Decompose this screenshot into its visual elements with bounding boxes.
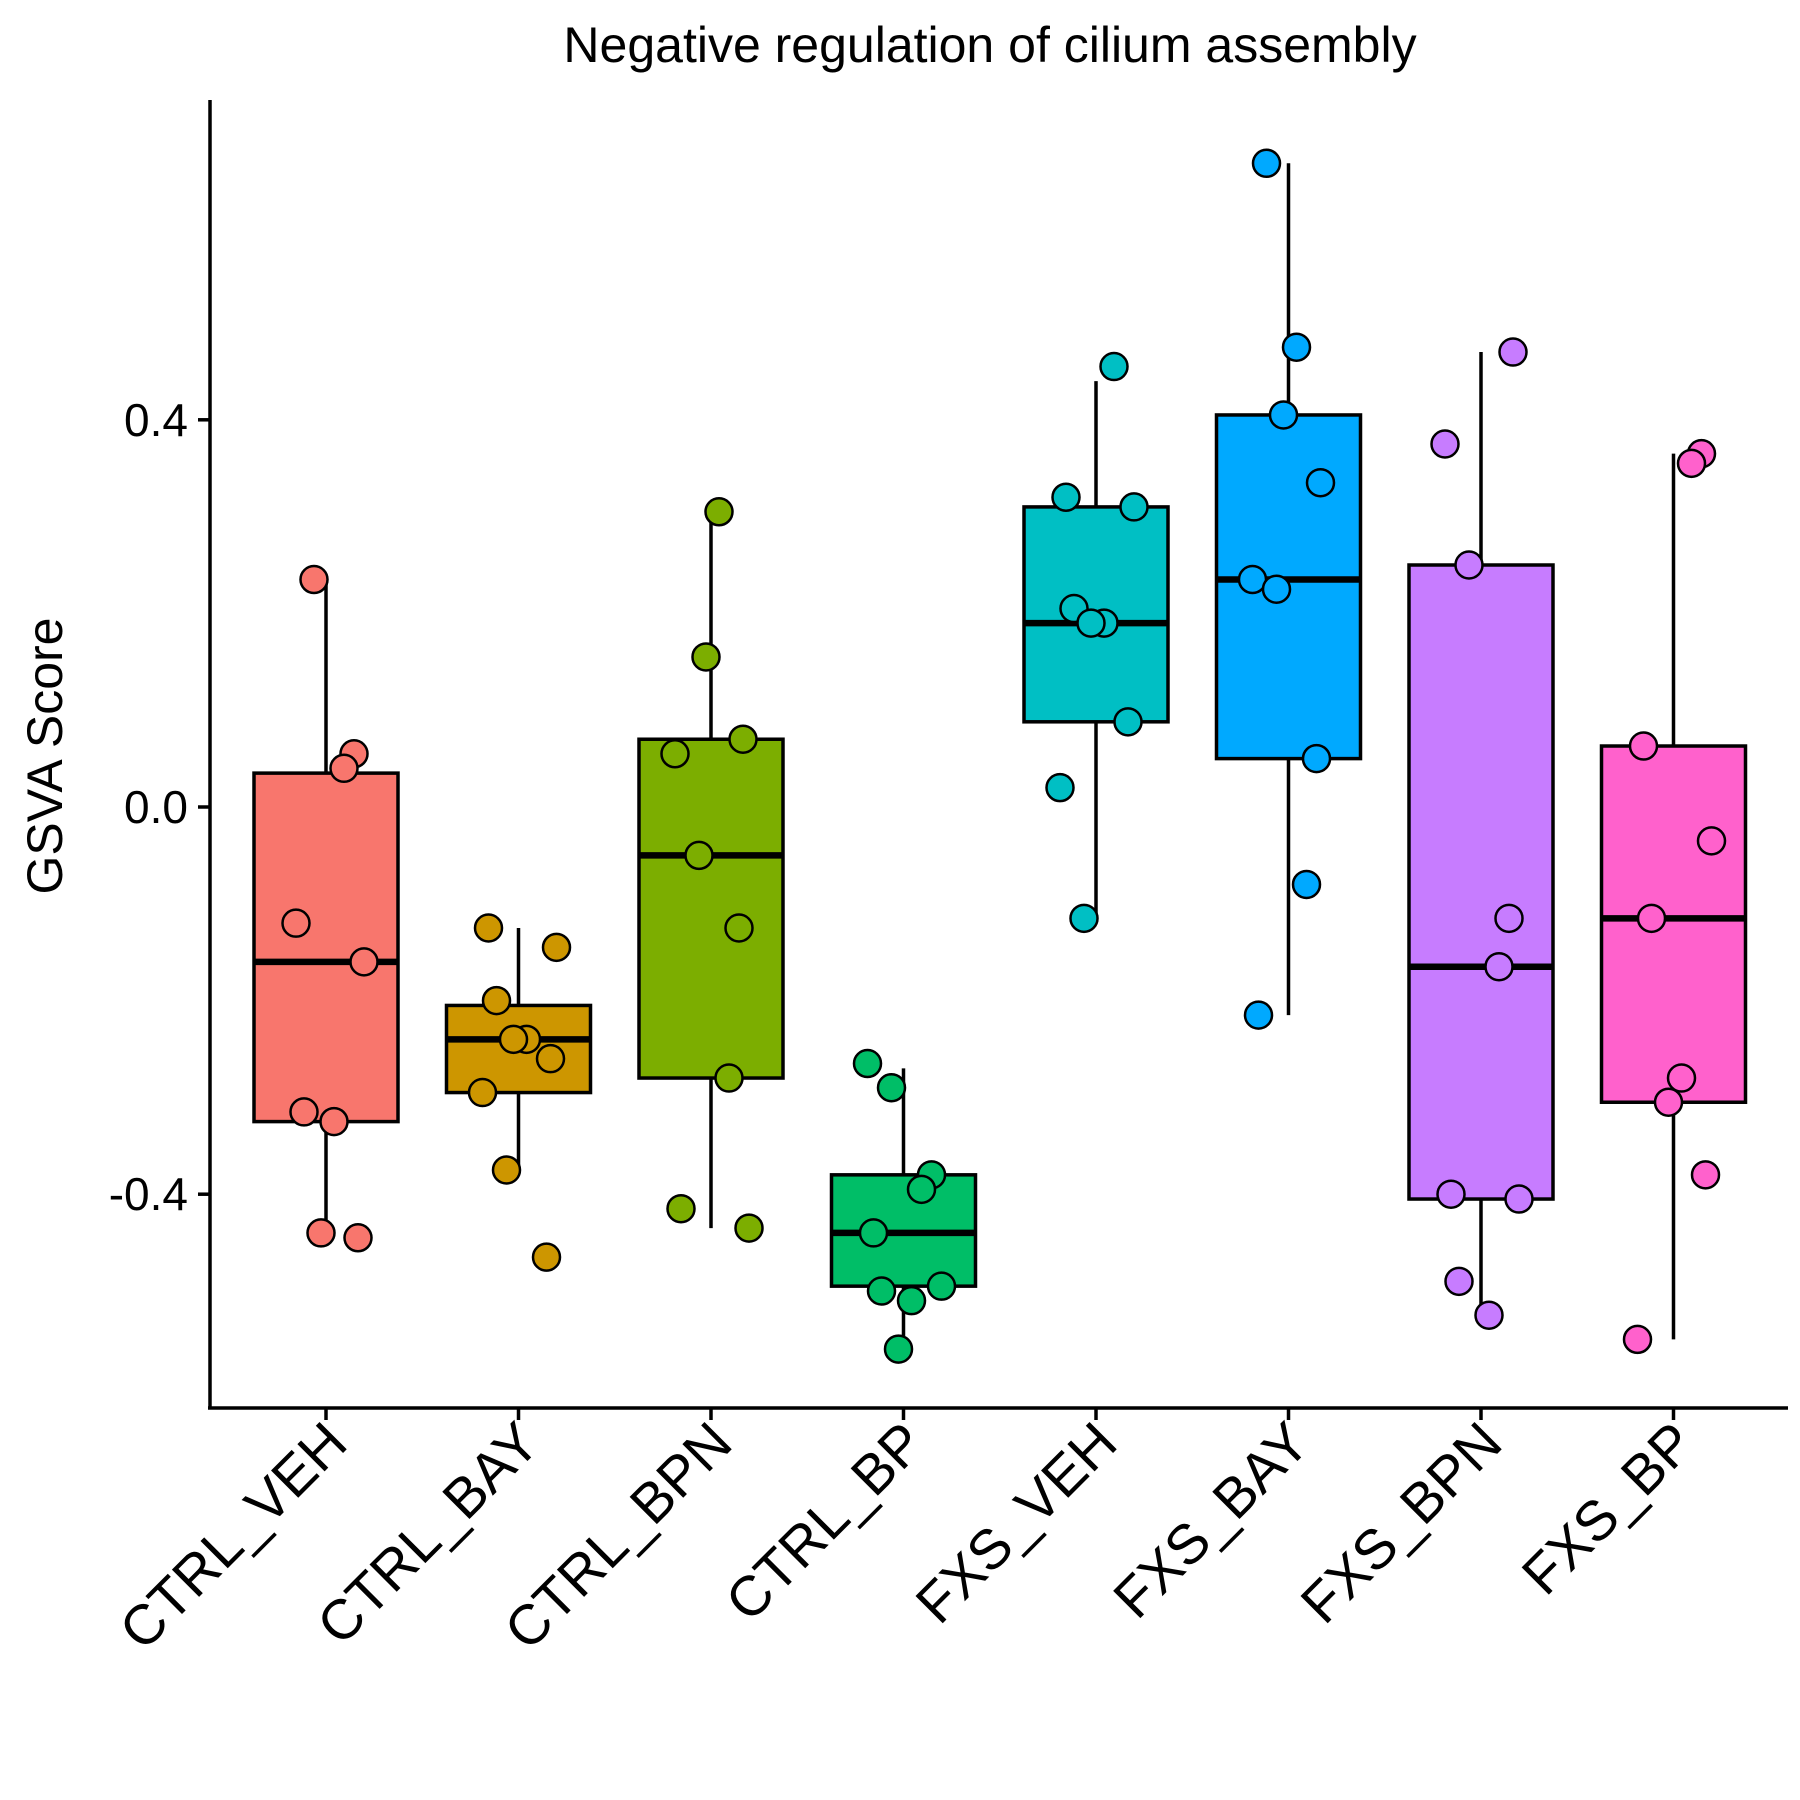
data-point	[1261, 574, 1292, 604]
data-point	[1119, 492, 1149, 522]
box-group-ctrl-bpn	[637, 497, 785, 1243]
data-point	[660, 739, 690, 769]
data-point	[1622, 1324, 1653, 1355]
data-point	[866, 1276, 897, 1306]
data-point	[1444, 1266, 1474, 1297]
data-point	[329, 753, 359, 784]
data-point	[1636, 903, 1667, 934]
data-point	[491, 1155, 522, 1185]
x-tick-label: FXS_VEH	[903, 1410, 1128, 1635]
data-point	[1676, 448, 1707, 479]
y-tick-label: 0.0	[124, 781, 188, 833]
data-point	[858, 1218, 889, 1248]
x-tick-label: FXS_BP	[1510, 1410, 1706, 1606]
y-tick-label: -0.4	[109, 1168, 188, 1220]
x-tick-label: FXS_BAY	[1101, 1410, 1321, 1630]
chart-title: Negative regulation of cilium assembly	[563, 17, 1416, 73]
data-point	[1494, 903, 1524, 934]
data-point	[531, 1242, 562, 1272]
data-point	[896, 1285, 927, 1316]
data-point	[1690, 1160, 1721, 1190]
data-point	[691, 642, 721, 672]
data-point	[343, 1223, 373, 1253]
data-point	[481, 985, 512, 1016]
data-point	[724, 913, 754, 943]
data-point	[728, 724, 758, 754]
box-group-fxs-veh	[1022, 351, 1170, 934]
y-axis-ticks: -0.4 0.0 0.4	[109, 394, 210, 1220]
data-point	[319, 1106, 349, 1137]
data-point	[289, 1097, 319, 1127]
data-point	[926, 1271, 957, 1301]
data-point	[1099, 351, 1129, 382]
data-point	[467, 1077, 498, 1108]
data-point	[1436, 1179, 1466, 1209]
data-point	[1069, 903, 1099, 934]
data-point	[1051, 482, 1081, 512]
data-point	[1696, 826, 1727, 856]
data-point	[1045, 772, 1075, 803]
box	[637, 737, 785, 1080]
data-point	[852, 1048, 883, 1079]
data-point	[906, 1174, 937, 1205]
data-point	[1653, 1087, 1684, 1117]
y-tick-label: 0.4	[124, 394, 188, 446]
box-group-fxs-bpn	[1407, 337, 1555, 1330]
data-point	[299, 564, 329, 595]
box	[444, 1003, 593, 1095]
box-group-ctrl-bay	[444, 913, 593, 1272]
data-point	[876, 1072, 907, 1103]
data-point	[1454, 550, 1484, 580]
data-point	[1666, 1063, 1697, 1093]
box-group-fxs-bay	[1214, 148, 1363, 1030]
box	[1407, 563, 1555, 1201]
x-tick-label: CTRL_BP	[713, 1410, 936, 1633]
data-point	[684, 840, 714, 871]
data-point	[541, 932, 572, 963]
box-group-fxs-bp	[1599, 438, 1748, 1355]
data-point	[714, 1063, 744, 1093]
data-point	[1251, 148, 1282, 179]
box	[1599, 744, 1748, 1104]
data-point	[1628, 731, 1659, 761]
data-point	[666, 1193, 696, 1224]
x-axis-ticks: CTRL_VEHCTRL_BAYCTRL_BPNCTRL_BPFXS_VEHFX…	[107, 1408, 1706, 1661]
data-point	[535, 1043, 566, 1074]
data-point	[1301, 743, 1332, 774]
data-point	[306, 1218, 336, 1248]
data-point	[1281, 332, 1312, 362]
data-point	[1113, 707, 1143, 737]
data-point	[473, 913, 504, 943]
data-point	[883, 1334, 914, 1364]
data-point	[1474, 1300, 1504, 1330]
data-point	[1430, 429, 1460, 459]
x-tick-label: FXS_BPN	[1288, 1410, 1513, 1635]
box-group-ctrl-bp	[829, 1048, 978, 1364]
box	[252, 771, 400, 1124]
data-point	[1305, 467, 1336, 498]
y-axis-title: GSVA Score	[17, 618, 73, 895]
data-point	[1076, 608, 1106, 638]
data-point	[704, 497, 734, 527]
data-point	[1504, 1184, 1534, 1214]
data-point	[1268, 400, 1299, 430]
data-point	[498, 1024, 529, 1055]
data-point	[281, 908, 311, 938]
data-point	[1291, 869, 1322, 900]
data-point	[1484, 951, 1514, 982]
data-point	[349, 947, 379, 977]
data-point	[1243, 1000, 1274, 1030]
box-group-ctrl-veh	[252, 564, 400, 1253]
data-point	[1498, 337, 1528, 367]
plot-area	[252, 148, 1748, 1364]
data-point	[734, 1213, 764, 1243]
